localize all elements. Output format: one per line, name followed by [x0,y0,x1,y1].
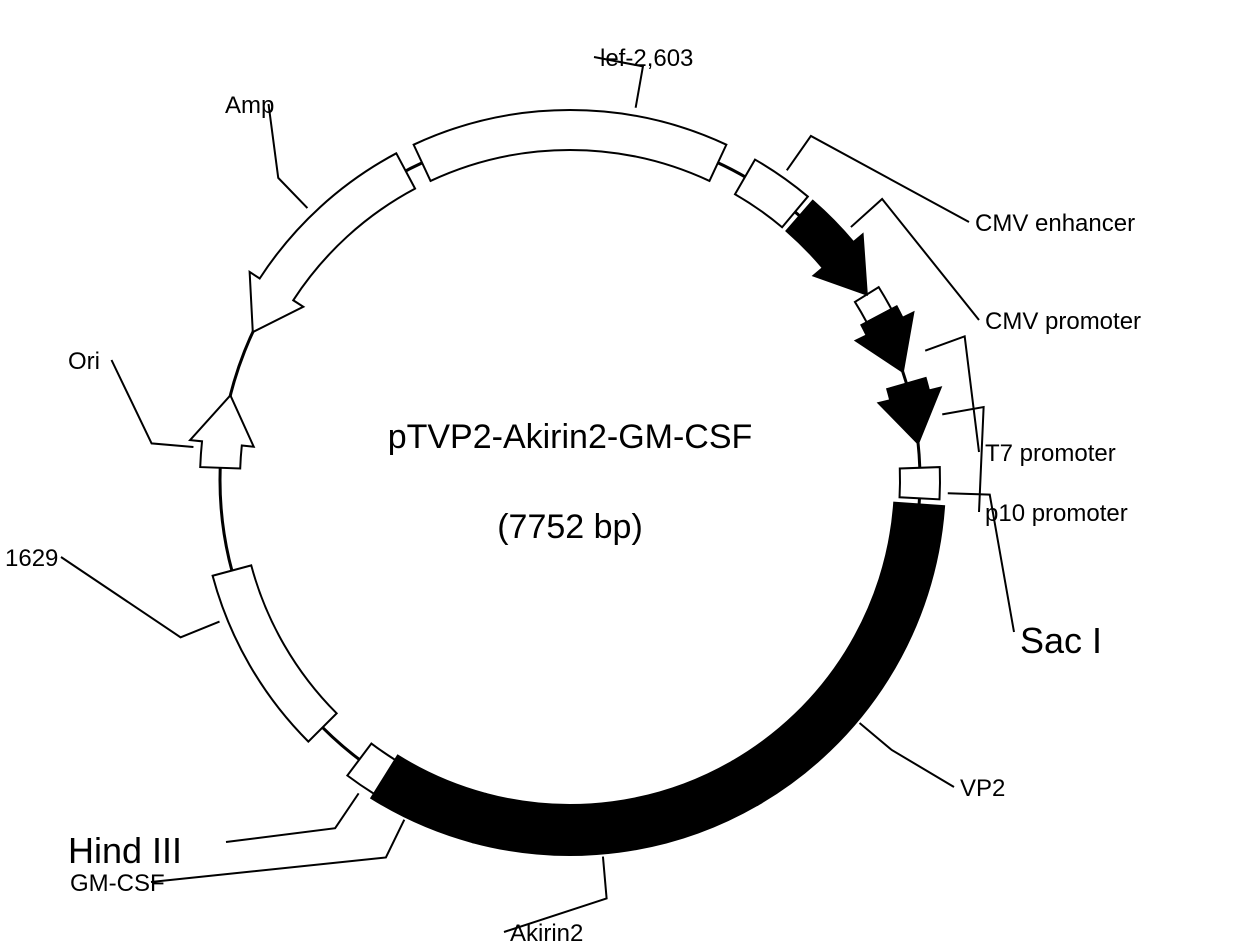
label-1629: 1629 [5,545,58,573]
plasmid-map [0,0,1240,944]
label-t7-promoter: T7 promoter [985,440,1116,468]
label-gm-csf: GM-CSF [70,870,165,898]
label-hind-iii: Hind III [68,830,182,872]
feature-ori [190,395,254,468]
label-cmv-promoter: CMV promoter [985,308,1141,336]
leader-ori [112,360,194,447]
label-vp2: VP2 [960,775,1005,803]
label-cmv-enhancer: CMV enhancer [975,210,1135,238]
leader-gm-csf [151,820,404,882]
label-lef-2-603: lef-2,603 [600,45,693,73]
label-amp: Amp [225,92,274,120]
plasmid-size-text: (7752 bp) [497,508,643,546]
leader-p10-promoter [942,407,983,512]
feature-p10-promoter [879,378,941,443]
feature-amp [250,153,415,332]
feature-sac-i [900,467,940,499]
plasmid-size: (7752 bp) [330,508,810,547]
plasmid-name-text: pTVP2-Akirin2-GM-CSF [388,418,753,456]
feature-vp2 [733,503,945,805]
label-p10-promoter: p10 promoter [985,500,1128,528]
plasmid-name: pTVP2-Akirin2-GM-CSF [330,418,810,457]
label-ori: Ori [68,348,100,376]
leader-vp2 [860,723,954,787]
feature-cmv-enhancer [735,160,808,228]
feature-1629 [213,565,337,741]
feature-lef-2-603 [414,110,727,181]
label-sac-i: Sac I [1020,620,1102,662]
leader-1629 [61,557,220,637]
leader-hind-iii [226,793,359,842]
feature-akirin2 [473,761,758,855]
